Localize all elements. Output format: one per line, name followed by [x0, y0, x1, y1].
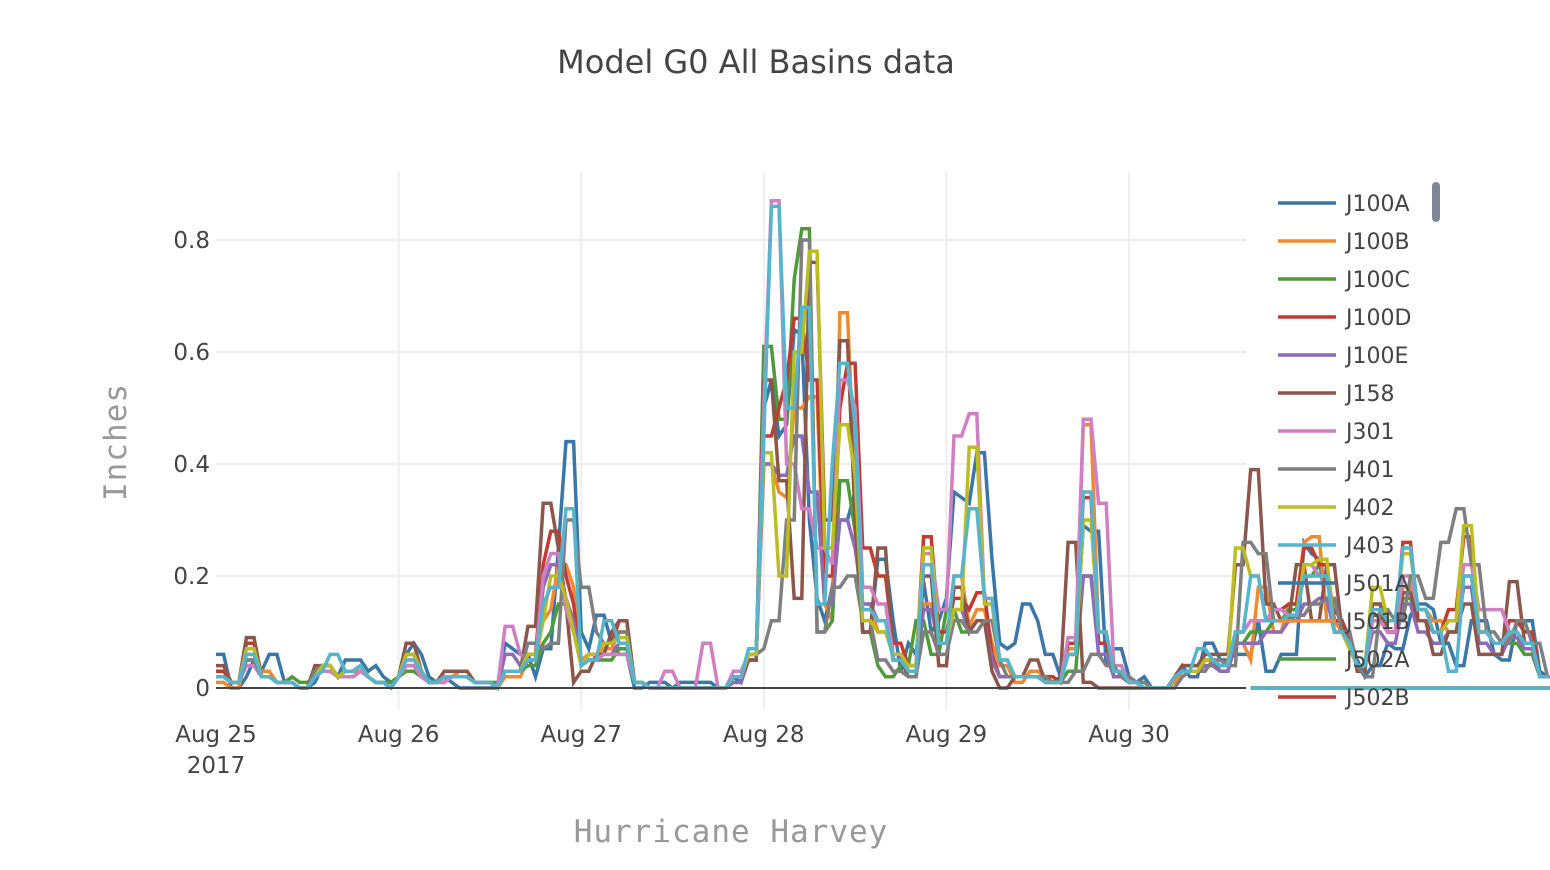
x-axis-ticks: Aug 25 2017 Aug 26 Aug 27 Aug 28 Aug 29 Aug 30: [175, 722, 1170, 779]
x-tick-label: Aug 27: [540, 722, 622, 748]
legend-item-j100a[interactable]: J100A: [1278, 192, 1410, 217]
x-tick-label: Aug 26: [358, 722, 440, 748]
legend-item-j502a[interactable]: J502A: [1278, 648, 1410, 673]
legend[interactable]: J100A J100B J100C J100D J100E J158 J301 J401 J40…: [1278, 192, 1411, 711]
y-tick-label: 0.8: [173, 228, 210, 254]
legend-scrollbar[interactable]: [1432, 182, 1440, 222]
chart-title: Model G0 All Basins data: [557, 43, 955, 81]
y-tick-label: 0: [195, 676, 210, 702]
legend-label: J100D: [1344, 306, 1411, 331]
legend-label: J100B: [1344, 230, 1410, 255]
legend-item-j100c[interactable]: J100C: [1278, 268, 1410, 293]
series-line-j403[interactable]: [216, 204, 1550, 691]
legend-label: J502B: [1344, 686, 1410, 711]
x-tick-sublabel: 2017: [187, 753, 246, 779]
legend-item-j100d[interactable]: J100D: [1278, 306, 1411, 331]
legend-item-j502b[interactable]: J502B: [1278, 686, 1410, 711]
x-tick-label: Aug 28: [723, 722, 805, 748]
x-tick-label: Aug 30: [1088, 722, 1170, 748]
series-line-j158[interactable]: [216, 260, 1550, 691]
y-axis-ticks: 0 0.2 0.4 0.6 0.8: [173, 228, 210, 702]
legend-item-j401[interactable]: J401: [1278, 458, 1394, 483]
legend-item-j501b[interactable]: J501B: [1278, 610, 1410, 635]
y-axis-title: Inches: [98, 383, 134, 501]
legend-label: J100A: [1344, 192, 1410, 217]
legend-label: J401: [1344, 458, 1394, 483]
legend-label: J403: [1344, 534, 1394, 559]
legend-label: J501B: [1344, 610, 1410, 635]
legend-label: J502A: [1344, 648, 1410, 673]
legend-label: J100E: [1344, 344, 1408, 369]
x-axis-title: Hurricane Harvey: [574, 814, 889, 850]
y-gridlines: [216, 239, 1246, 577]
x-tick-label: Aug 29: [906, 722, 988, 748]
plot-area[interactable]: [216, 199, 1550, 692]
legend-label: J158: [1344, 382, 1394, 407]
x-tick-label: Aug 25: [175, 722, 257, 748]
legend-item-j100b[interactable]: J100B: [1278, 230, 1410, 255]
y-tick-label: 0.2: [173, 564, 210, 590]
legend-item-j100e[interactable]: J100E: [1278, 344, 1408, 369]
y-tick-label: 0.4: [173, 452, 210, 478]
y-tick-label: 0.6: [173, 340, 210, 366]
legend-label: J100C: [1344, 268, 1410, 293]
legend-item-j301[interactable]: J301: [1278, 420, 1394, 445]
legend-label: J301: [1344, 420, 1394, 445]
legend-item-j501a[interactable]: J501A: [1278, 572, 1410, 597]
legend-label: J402: [1344, 496, 1394, 521]
legend-item-j403[interactable]: J403: [1278, 534, 1394, 559]
legend-item-j402[interactable]: J402: [1278, 496, 1394, 521]
legend-item-j158[interactable]: J158: [1278, 382, 1394, 407]
legend-label: J501A: [1344, 572, 1410, 597]
